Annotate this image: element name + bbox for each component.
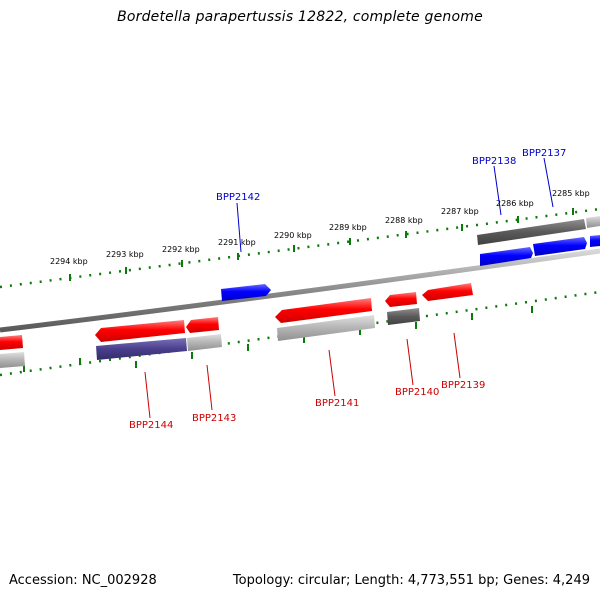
scale-label: 2289 kbp [329,223,367,232]
gene-BPP2137[interactable] [533,237,587,256]
gene-feature-gray[interactable] [187,334,222,351]
gene-label-BPP2140[interactable]: BPP2140 [395,387,439,398]
upper-gene-labels[interactable]: BPP2142 BPP2138 BPP2137 [216,148,566,253]
gene-BPP2139[interactable] [422,283,473,301]
lower-gene-labels[interactable]: BPP2144 BPP2143 BPP2141 BPP2140 BPP2139 [129,332,485,431]
genome-summary-text: Topology: circular; Length: 4,773,551 bp… [232,573,590,588]
gene-feature-dark[interactable] [477,219,586,245]
upper-major-ticks [69,208,574,281]
leader-line [236,202,242,253]
gene-BPP2138[interactable] [480,247,533,266]
gene-feature-gray-left[interactable] [0,352,25,368]
gene-label-BPP2144[interactable]: BPP2144 [129,420,173,431]
leader-line [453,332,461,379]
scale-label: 2292 kbp [162,245,200,254]
lower-features[interactable] [0,283,473,368]
leader-line [328,349,336,397]
scale-label: 2288 kbp [385,216,423,225]
gene-BPP2142[interactable] [221,284,271,301]
gene-BPP2141[interactable] [275,298,372,323]
gene-label-BPP2141[interactable]: BPP2141 [315,398,359,409]
gene-BPP2143[interactable] [186,317,219,333]
scale-label: 2287 kbp [441,207,479,216]
gene-label-BPP2138[interactable]: BPP2138 [472,156,516,167]
leader-line [206,364,213,411]
gene-feature-dark[interactable] [387,308,420,325]
leader-line [493,165,502,216]
gene-label-BPP2142[interactable]: BPP2142 [216,192,260,203]
leader-line [406,338,414,386]
upper-scale-track [0,207,600,289]
gene-feature-purple[interactable] [96,338,187,360]
gene-label-BPP2139[interactable]: BPP2139 [441,380,485,391]
scale-label: 2286 kbp [496,199,534,208]
scale-label: 2290 kbp [274,231,312,240]
accession-text: Accession: NC_002928 [9,573,157,588]
scale-label: 2285 kbp [552,189,590,198]
gene-label-BPP2143[interactable]: BPP2143 [192,413,236,424]
scale-label: 2294 kbp [50,257,88,266]
gene-feature-gray[interactable] [586,216,600,228]
gene-BPP2140[interactable] [385,292,417,307]
gene-feature-red-left[interactable] [0,335,23,350]
upper-features[interactable] [221,216,600,301]
leader-line [144,371,151,419]
scale-label: 2291 kbp [218,238,256,247]
scale-labels: 2294 kbp 2293 kbp 2292 kbp 2291 kbp 2290… [50,189,590,266]
lower-scale-track [0,290,600,377]
gene-BPP2144[interactable] [95,320,185,342]
scale-label: 2293 kbp [106,250,144,259]
genome-title: Bordetella parapertussis 12822, complete… [117,9,483,25]
gene-feature-blue-edge[interactable] [590,235,600,247]
gene-label-BPP2137[interactable]: BPP2137 [522,148,566,159]
leader-line [543,157,554,208]
genome-backbone [0,248,600,333]
gene-feature-gray[interactable] [277,315,375,341]
